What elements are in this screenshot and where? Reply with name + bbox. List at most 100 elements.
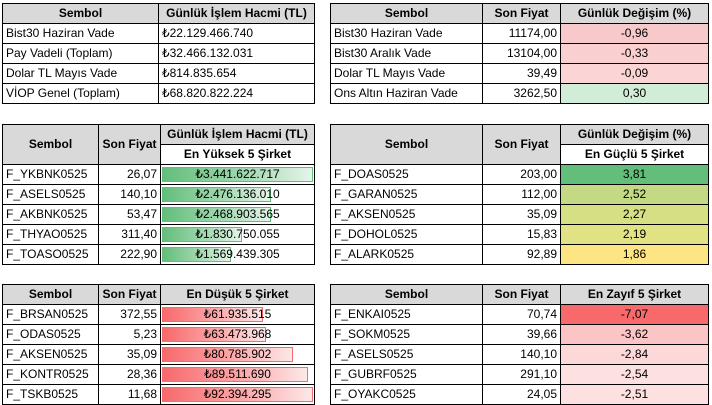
header-last-price: Son Fiyat xyxy=(482,284,561,305)
volume-bar-cell: ₺80.785.902 xyxy=(160,344,315,365)
volume-value: ₺3.441.622.717 xyxy=(195,167,280,181)
table-row: F_BRSAN0525 372,55 ₺61.935.515 xyxy=(2,304,315,325)
table-row: F_YKBNK0525 26,07 ₺3.441.622.717 xyxy=(2,164,315,185)
change-cell: -0,33 xyxy=(560,43,709,64)
volume-cell: ₺22.129.466.740 xyxy=(158,23,315,44)
change-cell: -2,51 xyxy=(560,384,709,405)
subheader-top5: En Yüksek 5 Şirket xyxy=(160,144,315,165)
price-cell: 13104,00 xyxy=(482,43,561,64)
volume-bar xyxy=(162,247,232,262)
header-last-price: Son Fiyat xyxy=(482,3,561,24)
symbol-cell: F_AKSEN0525 xyxy=(330,204,483,225)
symbol-cell: F_SOKM0525 xyxy=(330,324,483,345)
volume-value: ₺80.785.902 xyxy=(203,347,272,361)
subheader-strongest5: En Güçlü 5 Şirket xyxy=(560,144,709,165)
price-cell: 3262,50 xyxy=(482,83,561,104)
symbol-cell: F_GUBRF0525 xyxy=(330,364,483,385)
header-daily-volume: Günlük İşlem Hacmi (TL) xyxy=(160,124,315,145)
symbol-cell: F_YKBNK0525 xyxy=(2,164,99,185)
volume-bar xyxy=(162,327,267,342)
symbol-cell: F_TSKB0525 xyxy=(2,384,99,405)
price-cell: 15,83 xyxy=(482,224,561,245)
symbol-cell: Bist30 Haziran Vade xyxy=(2,23,159,44)
table-row: F_ASELS0525 140,10 ₺2.476.136.010 xyxy=(2,184,315,205)
table-header-row: Sembol Son Fiyat En Zayıf 5 Şirket xyxy=(330,284,709,305)
change-cell: 0,30 xyxy=(560,83,709,104)
symbol-cell: F_GARAN0525 xyxy=(330,184,483,205)
table-row: F_AKSEN0525 35,09 2,27 xyxy=(330,204,709,225)
volume-value: ₺2.476.136.010 xyxy=(195,187,280,201)
volume-value: ₺61.935.515 xyxy=(203,307,272,321)
change-cell: -0,96 xyxy=(560,23,709,44)
volume-bar xyxy=(162,187,271,202)
symbol-cell: F_ODAS0525 xyxy=(2,324,99,345)
price-cell: 35,09 xyxy=(98,344,161,365)
header-weakest5: En Zayıf 5 Şirket xyxy=(560,284,709,305)
table-row: Pay Vadeli (Toplam) ₺32.466.132.031 xyxy=(2,43,315,64)
table-row: VİOP Genel (Toplam) ₺68.820.822.224 xyxy=(2,83,315,104)
top-volume-table: Sembol Son Fiyat Günlük İşlem Hacmi (TL)… xyxy=(2,124,315,265)
symbol-cell: F_TOASO0525 xyxy=(2,244,99,265)
price-cell: 39,49 xyxy=(482,63,561,84)
symbol-cell: F_THYAO0525 xyxy=(2,224,99,245)
price-cell: 92,89 xyxy=(482,244,561,265)
viop-change-table: Sembol Son Fiyat Günlük Değişim (%) Bist… xyxy=(330,3,709,104)
volume-bar-cell: ₺1.569.439.305 xyxy=(160,244,315,265)
volume-bar-cell: ₺2.476.136.010 xyxy=(160,184,315,205)
volume-cell: ₺814.835.654 xyxy=(158,63,315,84)
price-cell: 140,10 xyxy=(482,344,561,365)
price-cell: 203,00 xyxy=(482,164,561,185)
price-cell: 24,05 xyxy=(482,384,561,405)
volume-cell: ₺68.820.822.224 xyxy=(158,83,315,104)
volume-bar-cell: ₺92.394.295 xyxy=(160,384,315,405)
table-row: Ons Altın Haziran Vade 3262,50 0,30 xyxy=(330,83,709,104)
symbol-cell: Bist30 Aralık Vade xyxy=(330,43,483,64)
volume-bar xyxy=(162,367,309,382)
symbol-cell: Bist30 Haziran Vade xyxy=(330,23,483,44)
table-row: F_AKBNK0525 53,47 ₺2.468.903.565 xyxy=(2,204,315,225)
table-row: Bist30 Haziran Vade ₺22.129.466.740 xyxy=(2,23,315,44)
symbol-cell: F_ALARK0525 xyxy=(330,244,483,265)
volume-bar-cell: ₺63.473.968 xyxy=(160,324,315,345)
header-last-price: Son Fiyat xyxy=(482,124,561,165)
volume-bar xyxy=(162,347,294,362)
volume-value: ₺63.473.968 xyxy=(203,327,272,341)
table-header-row: Sembol Günlük İşlem Hacmi (TL) xyxy=(2,3,315,24)
table-row: F_SOKM0525 39,66 -3,62 xyxy=(330,324,709,345)
price-cell: 5,23 xyxy=(98,324,161,345)
symbol-cell: F_DOAS0525 xyxy=(330,164,483,185)
table-subheader-row: En Yüksek 5 Şirket xyxy=(3,144,315,165)
volume-bar-cell: ₺3.441.622.717 xyxy=(160,164,315,185)
volume-bar xyxy=(162,207,271,222)
volume-bar-cell: ₺1.830.750.055 xyxy=(160,224,315,245)
header-lowest5: En Düşük 5 Şirket xyxy=(160,284,315,305)
price-cell: 140,10 xyxy=(98,184,161,205)
volume-bar-cell: ₺2.468.903.565 xyxy=(160,204,315,225)
viop-volume-table: Sembol Günlük İşlem Hacmi (TL) Bist30 Ha… xyxy=(2,3,315,104)
volume-bar xyxy=(162,227,243,242)
volume-bar xyxy=(162,307,264,322)
change-cell: 2,52 xyxy=(560,184,709,205)
table-row: F_ASELS0525 140,10 -2,84 xyxy=(330,344,709,365)
price-cell: 70,74 xyxy=(482,304,561,325)
table-row: F_GUBRF0525 291,10 -2,54 xyxy=(330,364,709,385)
weakest-table: Sembol Son Fiyat En Zayıf 5 Şirket F_ENK… xyxy=(330,284,709,405)
symbol-cell: F_OYAKC0525 xyxy=(330,384,483,405)
symbol-cell: VİOP Genel (Toplam) xyxy=(2,83,159,104)
price-cell: 39,66 xyxy=(482,324,561,345)
change-cell: -7,07 xyxy=(560,304,709,325)
price-cell: 222,90 xyxy=(98,244,161,265)
change-cell: 2,19 xyxy=(560,224,709,245)
symbol-cell: Pay Vadeli (Toplam) xyxy=(2,43,159,64)
price-cell: 372,55 xyxy=(98,304,161,325)
table-row: Dolar TL Mayıs Vade 39,49 -0,09 xyxy=(330,63,709,84)
symbol-cell: F_DOHOL0525 xyxy=(330,224,483,245)
price-cell: 112,00 xyxy=(482,184,561,205)
change-cell: 2,27 xyxy=(560,204,709,225)
volume-bar xyxy=(162,387,313,402)
table-row: F_AKSEN0525 35,09 ₺80.785.902 xyxy=(2,344,315,365)
header-daily-change: Günlük Değişim (%) xyxy=(560,3,709,24)
price-cell: 35,09 xyxy=(482,204,561,225)
table-row: F_GARAN0525 112,00 2,52 xyxy=(330,184,709,205)
change-cell: -3,62 xyxy=(560,324,709,345)
